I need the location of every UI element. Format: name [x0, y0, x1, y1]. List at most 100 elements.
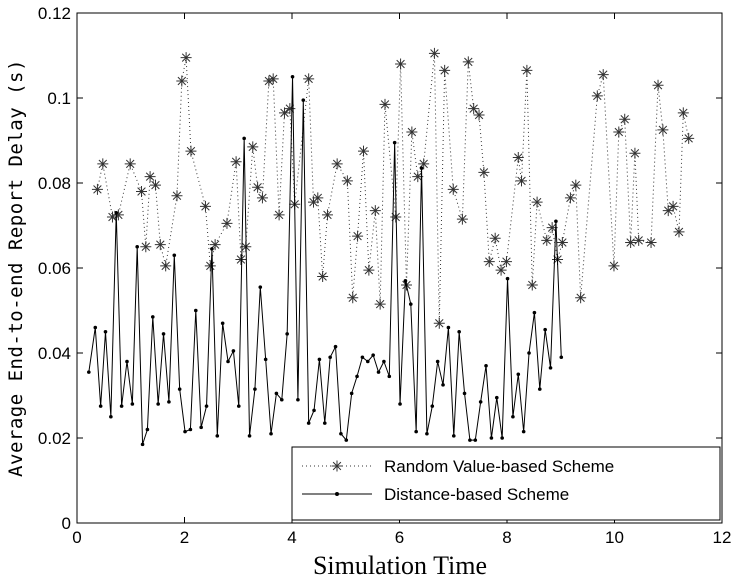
legend-star-marker: [331, 460, 343, 472]
data-point-distance: [382, 359, 386, 364]
data-point-random: [363, 264, 375, 276]
data-point-random: [489, 232, 501, 244]
data-point-random: [608, 260, 620, 272]
data-point-random: [433, 317, 445, 329]
data-point-distance: [489, 436, 494, 440]
data-point-distance: [505, 276, 510, 281]
data-point-distance: [188, 427, 193, 432]
data-point-random: [564, 192, 576, 204]
legend: Random Value-based Scheme Distance-based…: [291, 446, 721, 521]
data-point-random: [673, 226, 685, 238]
data-point-distance: [511, 414, 515, 419]
data-point-distance: [269, 431, 273, 436]
data-point-distance: [322, 421, 327, 425]
data-point-random: [317, 271, 329, 282]
series-line-random: [96, 53, 690, 324]
data-point-distance: [414, 429, 418, 434]
data-point-random: [633, 234, 645, 246]
data-point-distance: [125, 359, 129, 364]
data-point-distance: [355, 374, 359, 379]
data-point-random: [267, 73, 279, 85]
data-point-distance: [279, 397, 284, 402]
data-point-distance: [333, 344, 338, 349]
data-point-random: [395, 58, 407, 70]
data-point-random: [473, 109, 485, 121]
data-point-random: [478, 166, 490, 178]
data-point-random: [531, 196, 543, 208]
data-point-distance: [135, 244, 139, 249]
data-point-random: [180, 52, 192, 64]
data-point-distance: [236, 404, 241, 408]
data-point-distance: [430, 404, 435, 408]
data-point-random: [273, 209, 285, 221]
data-point-distance: [446, 325, 451, 330]
data-point-distance: [87, 370, 91, 374]
data-point-distance: [392, 140, 397, 145]
data-point-distance: [226, 359, 230, 364]
data-point-random: [230, 156, 242, 168]
data-point-distance: [119, 404, 124, 408]
data-point-random: [439, 64, 451, 76]
data-point-distance: [425, 431, 429, 436]
data-point-distance: [274, 391, 279, 396]
data-point-distance: [150, 315, 155, 319]
y-tick-label: 0.1: [47, 89, 71, 108]
data-point-distance: [296, 397, 300, 402]
data-point-distance: [441, 383, 445, 387]
data-point-distance: [242, 136, 246, 141]
data-point-random: [597, 69, 609, 81]
data-point-random: [352, 230, 364, 242]
x-tick-label: 10: [605, 528, 624, 547]
series-random-value-based: [91, 47, 695, 329]
data-point-distance: [231, 349, 236, 353]
data-point-random: [124, 158, 136, 170]
data-point-random: [369, 205, 381, 217]
data-point-random: [556, 237, 568, 248]
data-point-distance: [253, 387, 257, 391]
data-point-random: [683, 132, 695, 144]
data-point-distance: [247, 434, 252, 438]
data-point-random: [154, 239, 166, 251]
data-point-random: [221, 217, 233, 229]
data-point-random: [303, 73, 315, 85]
data-point-distance: [462, 391, 467, 396]
data-point-distance: [478, 400, 483, 404]
y-tick-label: 0.04: [38, 344, 71, 363]
x-tick-label: 2: [180, 528, 189, 547]
data-point-distance: [559, 355, 564, 360]
data-point-distance: [328, 355, 332, 360]
data-point-random: [347, 292, 359, 304]
data-point-distance: [193, 308, 198, 313]
x-tick-label: 0: [72, 528, 81, 547]
legend-box: [291, 446, 721, 521]
data-point-distance: [349, 391, 354, 396]
data-point-distance: [93, 325, 98, 330]
data-point-random: [331, 158, 343, 170]
data-point-random: [171, 190, 183, 202]
data-point-distance: [387, 374, 392, 379]
data-point-distance: [365, 359, 370, 364]
data-point-random: [136, 186, 147, 197]
data-point-distance: [339, 431, 343, 436]
x-tick-label: 12: [713, 528, 732, 547]
data-point-random: [235, 254, 247, 265]
data-point-random: [278, 107, 290, 119]
data-point-distance: [317, 357, 322, 362]
data-point-random: [406, 126, 418, 138]
data-point-random: [652, 79, 664, 91]
data-point-random: [91, 183, 103, 195]
data-point-distance: [140, 442, 145, 447]
data-point-random: [516, 175, 528, 187]
data-point-distance: [344, 438, 349, 442]
data-point-random: [379, 98, 391, 110]
legend-label-distance: Distance-based Scheme: [384, 485, 569, 504]
data-point-distance: [156, 402, 160, 406]
data-point-distance: [548, 366, 553, 370]
data-point-distance: [521, 429, 526, 434]
data-point-random: [204, 260, 216, 272]
legend-star-glyph: [331, 460, 343, 472]
data-point-random: [495, 264, 507, 276]
data-point-distance: [371, 353, 375, 357]
data-point-random: [140, 241, 152, 253]
data-point-random: [619, 113, 631, 125]
